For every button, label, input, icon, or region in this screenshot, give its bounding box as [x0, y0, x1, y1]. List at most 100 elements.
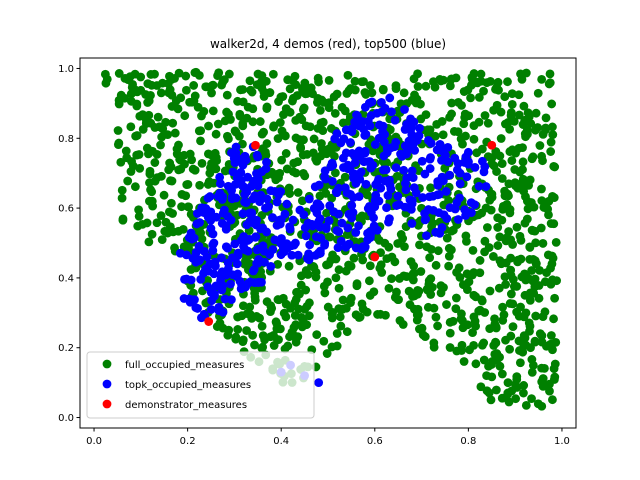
- topk-occupied-point: [414, 131, 424, 141]
- topk-occupied-point: [314, 180, 324, 190]
- full-occupied-point: [516, 302, 525, 312]
- full-occupied-point: [549, 219, 559, 229]
- topk-occupied-point: [470, 162, 480, 172]
- topk-occupied-point: [211, 212, 221, 222]
- topk-occupied-point: [266, 262, 276, 271]
- full-occupied-point: [476, 76, 486, 86]
- legend-box: [86, 351, 315, 419]
- topk-occupied-point: [288, 215, 298, 225]
- full-occupied-point: [507, 89, 517, 99]
- full-occupied-point: [482, 386, 492, 396]
- full-occupied-point: [181, 191, 191, 201]
- topk-occupied-point: [280, 209, 290, 219]
- topk-occupied-point: [188, 254, 198, 263]
- full-occupied-point: [351, 310, 361, 320]
- topk-occupied-point: [363, 157, 373, 167]
- full-occupied-point: [206, 163, 215, 173]
- full-occupied-point: [457, 340, 467, 350]
- full-occupied-point: [523, 108, 533, 118]
- full-occupied-point: [168, 118, 178, 128]
- full-occupied-point: [497, 174, 507, 183]
- full-occupied-point: [506, 289, 516, 299]
- full-occupied-point: [525, 175, 535, 185]
- full-occupied-point: [349, 253, 359, 263]
- full-occupied-point: [437, 117, 447, 126]
- topk-occupied-point: [441, 187, 451, 196]
- topk-occupied-point: [425, 192, 434, 202]
- topk-occupied-point: [453, 215, 463, 224]
- full-occupied-point: [498, 302, 507, 312]
- full-occupied-point: [523, 204, 533, 214]
- topk-occupied-point: [195, 255, 205, 265]
- full-occupied-point: [500, 92, 510, 102]
- topk-occupied-point: [344, 239, 354, 249]
- full-occupied-point: [145, 169, 155, 179]
- x-tick-label: 0.0: [86, 436, 102, 447]
- topk-occupied-point: [256, 190, 266, 200]
- legend-label: full_occupied_measures: [125, 360, 244, 371]
- topk-occupied-point: [191, 303, 201, 313]
- topk-occupied-point: [383, 191, 393, 200]
- topk-occupied-point: [370, 202, 380, 212]
- full-occupied-point: [479, 86, 488, 96]
- topk-occupied-point: [333, 243, 343, 253]
- full-occupied-point: [342, 230, 352, 240]
- full-occupied-point: [510, 178, 520, 188]
- full-occupied-point: [317, 139, 326, 148]
- full-occupied-point: [366, 80, 375, 90]
- full-occupied-point: [346, 293, 356, 303]
- full-occupied-point: [166, 176, 175, 186]
- full-occupied-point: [136, 72, 146, 82]
- topk-occupied-point: [194, 241, 204, 251]
- topk-occupied-point: [217, 195, 227, 204]
- full-occupied-point: [505, 299, 515, 308]
- full-occupied-point: [257, 83, 267, 93]
- topk-occupied-point: [220, 294, 230, 304]
- full-occupied-point: [462, 269, 472, 279]
- topk-occupied-point: [466, 208, 476, 217]
- full-occupied-point: [515, 231, 525, 241]
- full-occupied-point: [442, 300, 451, 309]
- full-occupied-point: [165, 158, 175, 168]
- topk-occupied-point: [241, 245, 250, 255]
- full-occupied-point: [518, 347, 528, 357]
- full-occupied-point: [272, 324, 282, 334]
- topk-occupied-point: [231, 179, 240, 189]
- full-occupied-point: [384, 242, 394, 252]
- full-occupied-point: [293, 188, 303, 197]
- full-occupied-point: [537, 363, 547, 373]
- topk-occupied-point: [435, 139, 445, 149]
- full-occupied-point: [238, 337, 248, 346]
- full-occupied-point: [188, 164, 198, 174]
- full-occupied-point: [469, 134, 479, 144]
- full-occupied-point: [193, 102, 203, 112]
- full-occupied-point: [323, 277, 332, 287]
- full-occupied-point: [505, 147, 515, 157]
- full-occupied-point: [190, 91, 200, 101]
- full-occupied-point: [121, 146, 131, 156]
- topk-occupied-point: [188, 233, 198, 243]
- full-occupied-point: [341, 266, 351, 276]
- full-occupied-point: [189, 81, 199, 90]
- full-occupied-point: [130, 182, 140, 192]
- full-occupied-point: [466, 93, 475, 103]
- topk-occupied-point: [400, 202, 410, 212]
- full-occupied-point: [444, 251, 454, 261]
- full-occupied-point: [518, 143, 527, 152]
- full-occupied-point: [537, 74, 547, 84]
- full-occupied-point: [433, 246, 443, 256]
- topk-occupied-point: [305, 240, 315, 250]
- full-occupied-point: [338, 304, 347, 314]
- full-occupied-point: [170, 243, 179, 253]
- topk-occupied-point: [253, 258, 263, 268]
- full-occupied-point: [533, 123, 543, 132]
- topk-occupied-point: [244, 234, 254, 244]
- full-occupied-point: [215, 318, 225, 328]
- full-occupied-point: [194, 227, 203, 237]
- full-occupied-point: [164, 165, 174, 175]
- full-occupied-point: [410, 304, 419, 314]
- full-occupied-point: [514, 90, 524, 100]
- full-occupied-point: [288, 167, 298, 176]
- full-occupied-point: [236, 85, 245, 95]
